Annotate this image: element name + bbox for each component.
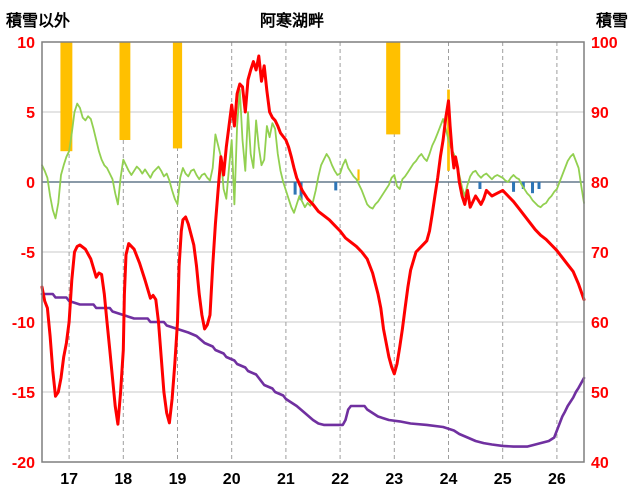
x-axis-tick-label: 26 bbox=[548, 471, 566, 488]
left-axis-tick-label: -10 bbox=[12, 315, 35, 332]
left-axis-tick-label: 0 bbox=[26, 175, 35, 192]
left-axis-title: 積雪以外 bbox=[6, 13, 71, 30]
blue-bars-bar bbox=[512, 182, 516, 192]
x-axis-tick-label: 25 bbox=[494, 471, 512, 488]
orange-bars-bar bbox=[60, 42, 73, 152]
orange-bars-bar bbox=[119, 42, 131, 140]
right-axis-tick-label: 80 bbox=[591, 175, 609, 192]
purple-line-snow-depth bbox=[40, 292, 586, 448]
orange-bars-bar bbox=[447, 89, 450, 171]
right-axis-title: 積雪 bbox=[595, 13, 628, 30]
right-axis-tick-label: 60 bbox=[591, 315, 609, 332]
right-axis-tick-label: 40 bbox=[591, 455, 609, 472]
red-line bbox=[40, 54, 586, 426]
blue-bars-bar bbox=[293, 182, 297, 195]
x-axis-tick-label: 22 bbox=[331, 471, 349, 488]
blue-bars-bar bbox=[478, 182, 482, 189]
left-axis-tick-label: 10 bbox=[17, 35, 35, 52]
x-axis-tick-label: 17 bbox=[60, 471, 78, 488]
left-axis-tick-label: 5 bbox=[26, 105, 35, 122]
blue-bars-bar bbox=[537, 182, 541, 189]
x-axis-tick-label: 24 bbox=[440, 471, 458, 488]
x-axis-tick-label: 19 bbox=[169, 471, 187, 488]
blue-bars-bar bbox=[521, 182, 525, 189]
left-axis-tick-label: -5 bbox=[21, 245, 35, 262]
blue-bars-bar bbox=[334, 182, 338, 191]
left-axis-tick-label: -20 bbox=[12, 455, 35, 472]
x-axis-tick-label: 21 bbox=[277, 471, 295, 488]
orange-bars-bar bbox=[176, 114, 179, 149]
right-axis-tick-label: 50 bbox=[591, 385, 609, 402]
blue-bars-bar bbox=[531, 182, 535, 194]
right-axis-tick-label: 70 bbox=[591, 245, 609, 262]
plot-border bbox=[41, 41, 585, 463]
orange-bars-bar bbox=[172, 42, 183, 149]
right-axis-tick-label: 100 bbox=[591, 35, 618, 52]
x-axis-tick-label: 23 bbox=[385, 471, 403, 488]
x-axis-tick-label: 18 bbox=[114, 471, 132, 488]
orange-bars-bar bbox=[357, 169, 360, 181]
left-axis-tick-label: -15 bbox=[12, 385, 35, 402]
right-axis-tick-label: 90 bbox=[591, 105, 609, 122]
x-axis-tick-label: 20 bbox=[223, 471, 241, 488]
chart-title: 阿寒湖畔 bbox=[260, 13, 325, 30]
green-line bbox=[41, 88, 585, 220]
orange-bars-bar bbox=[386, 42, 401, 135]
